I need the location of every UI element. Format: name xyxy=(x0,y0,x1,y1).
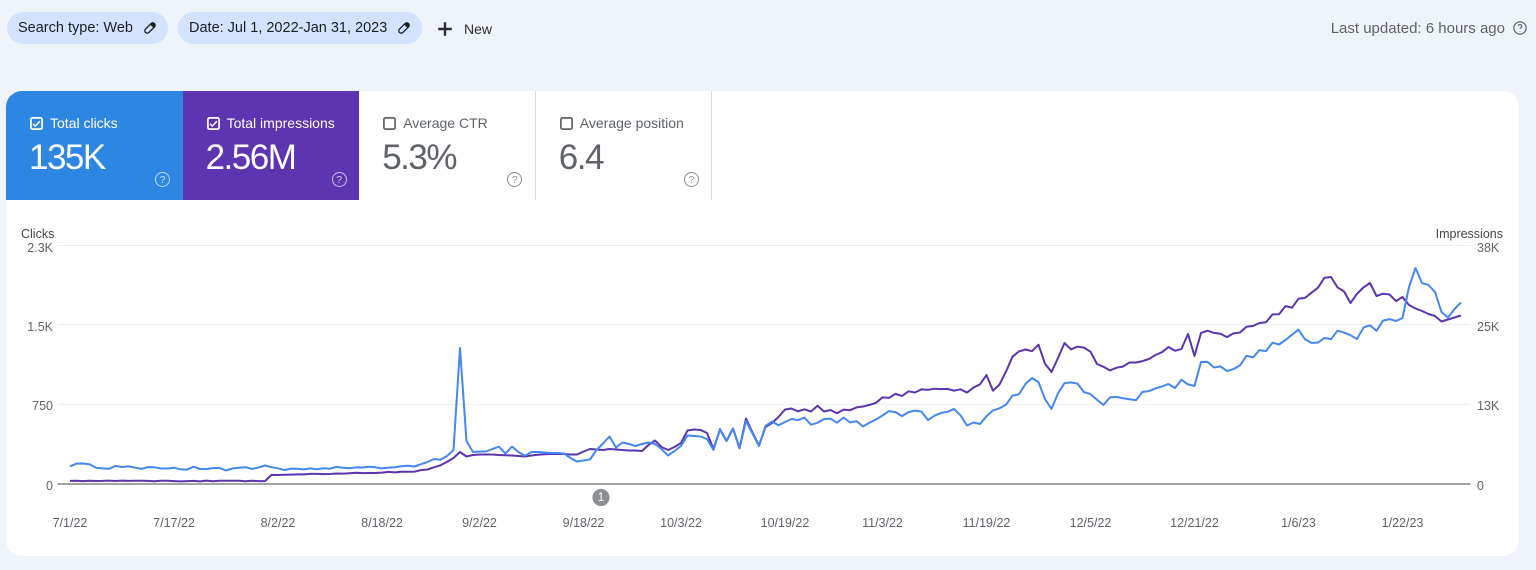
svg-text:1: 1 xyxy=(598,492,604,504)
